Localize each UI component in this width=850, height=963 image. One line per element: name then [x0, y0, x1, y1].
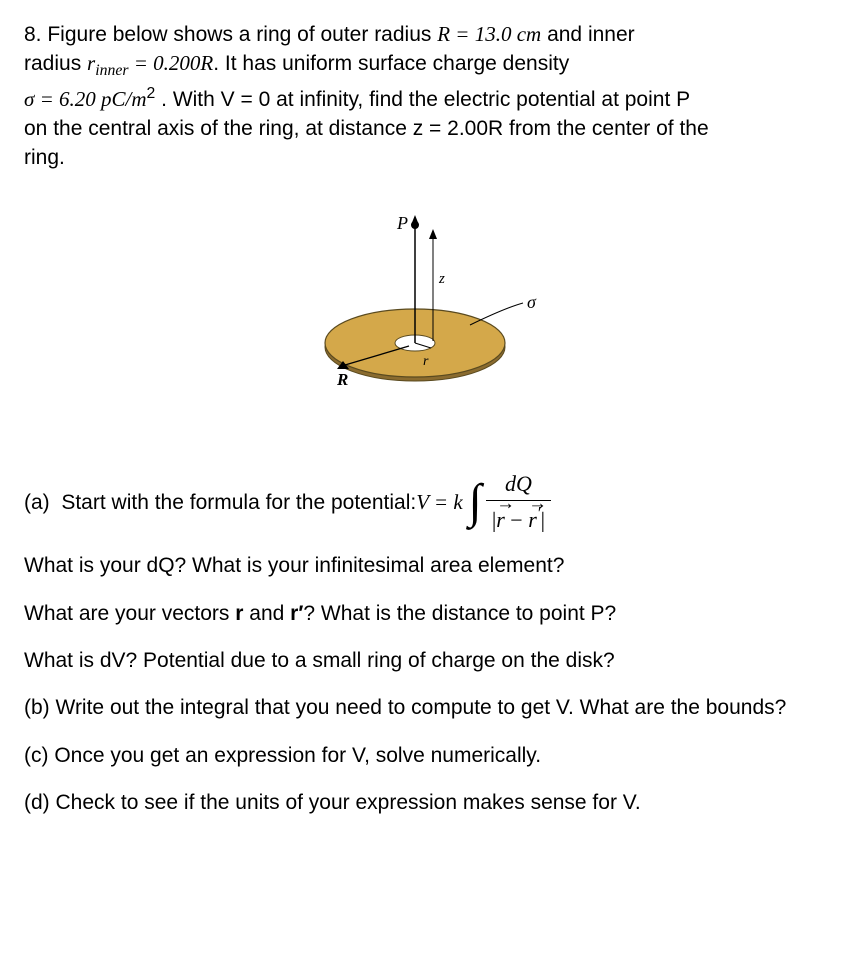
svg-text:σ: σ: [527, 292, 537, 312]
question-dv: What is dV? Potential due to a small rin…: [24, 646, 826, 675]
part-b-text: Write out the integral that you need to …: [56, 696, 787, 719]
sub-inner: inner: [95, 63, 128, 80]
var-rinner: r: [87, 51, 95, 75]
part-b-label: (b): [24, 696, 56, 719]
part-c: (c) Once you get an expression for V, so…: [24, 741, 826, 770]
part-b: (b) Write out the integral that you need…: [24, 693, 826, 722]
svg-text:P: P: [396, 213, 408, 233]
eq-rinner: = 0.200R: [128, 51, 213, 75]
text: and: [243, 602, 290, 625]
text: Figure below shows a ring of outer radiu…: [47, 23, 437, 46]
text: and inner: [541, 23, 634, 46]
problem-number: 8.: [24, 23, 42, 46]
text: What are your vectors: [24, 602, 235, 625]
denominator: |r − r′|: [486, 500, 551, 534]
fraction: dQ |r − r′|: [486, 471, 551, 533]
part-d: (d) Check to see if the units of your ex…: [24, 788, 826, 817]
part-a-text: Start with the formula for the potential…: [61, 488, 416, 517]
svg-text:r: r: [423, 354, 429, 369]
ring-diagram: Pz Rr σ: [285, 203, 565, 413]
text: ? What is the distance to point P?: [303, 602, 616, 625]
part-a: (a) Start with the formula for the poten…: [24, 471, 826, 533]
text: . With V = 0 at infinity, find the elect…: [155, 88, 690, 111]
text: . It has uniform surface charge density: [213, 52, 569, 75]
part-c-label: (c): [24, 744, 54, 767]
text: radius: [24, 52, 87, 75]
svg-text:R: R: [336, 370, 348, 389]
vec-rprime: r: [528, 507, 537, 533]
svg-text:z: z: [438, 271, 445, 287]
integral-sign: ∫: [469, 478, 482, 526]
part-a-label: (a): [24, 488, 50, 517]
eq-V: V = k: [416, 488, 462, 517]
exp-2: 2: [147, 85, 156, 102]
var-sigma: σ = 6.20 pC/m: [24, 87, 147, 111]
text: on the central axis of the ring, at dist…: [24, 117, 709, 140]
question-vectors: What are your vectors r and r′? What is …: [24, 599, 826, 628]
vec-r: r: [496, 507, 505, 533]
part-c-text: Once you get an expression for V, solve …: [54, 744, 541, 767]
problem-statement: 8. Figure below shows a ring of outer ra…: [24, 20, 826, 173]
figure: Pz Rr σ: [24, 203, 826, 421]
question-dq: What is your dQ? What is your infinitesi…: [24, 551, 826, 580]
text: ring.: [24, 146, 65, 169]
integral: ∫ dQ |r − r′|: [469, 471, 551, 533]
var-R: R = 13.0 cm: [437, 22, 541, 46]
part-d-text: Check to see if the units of your expres…: [56, 791, 641, 814]
part-d-label: (d): [24, 791, 56, 814]
